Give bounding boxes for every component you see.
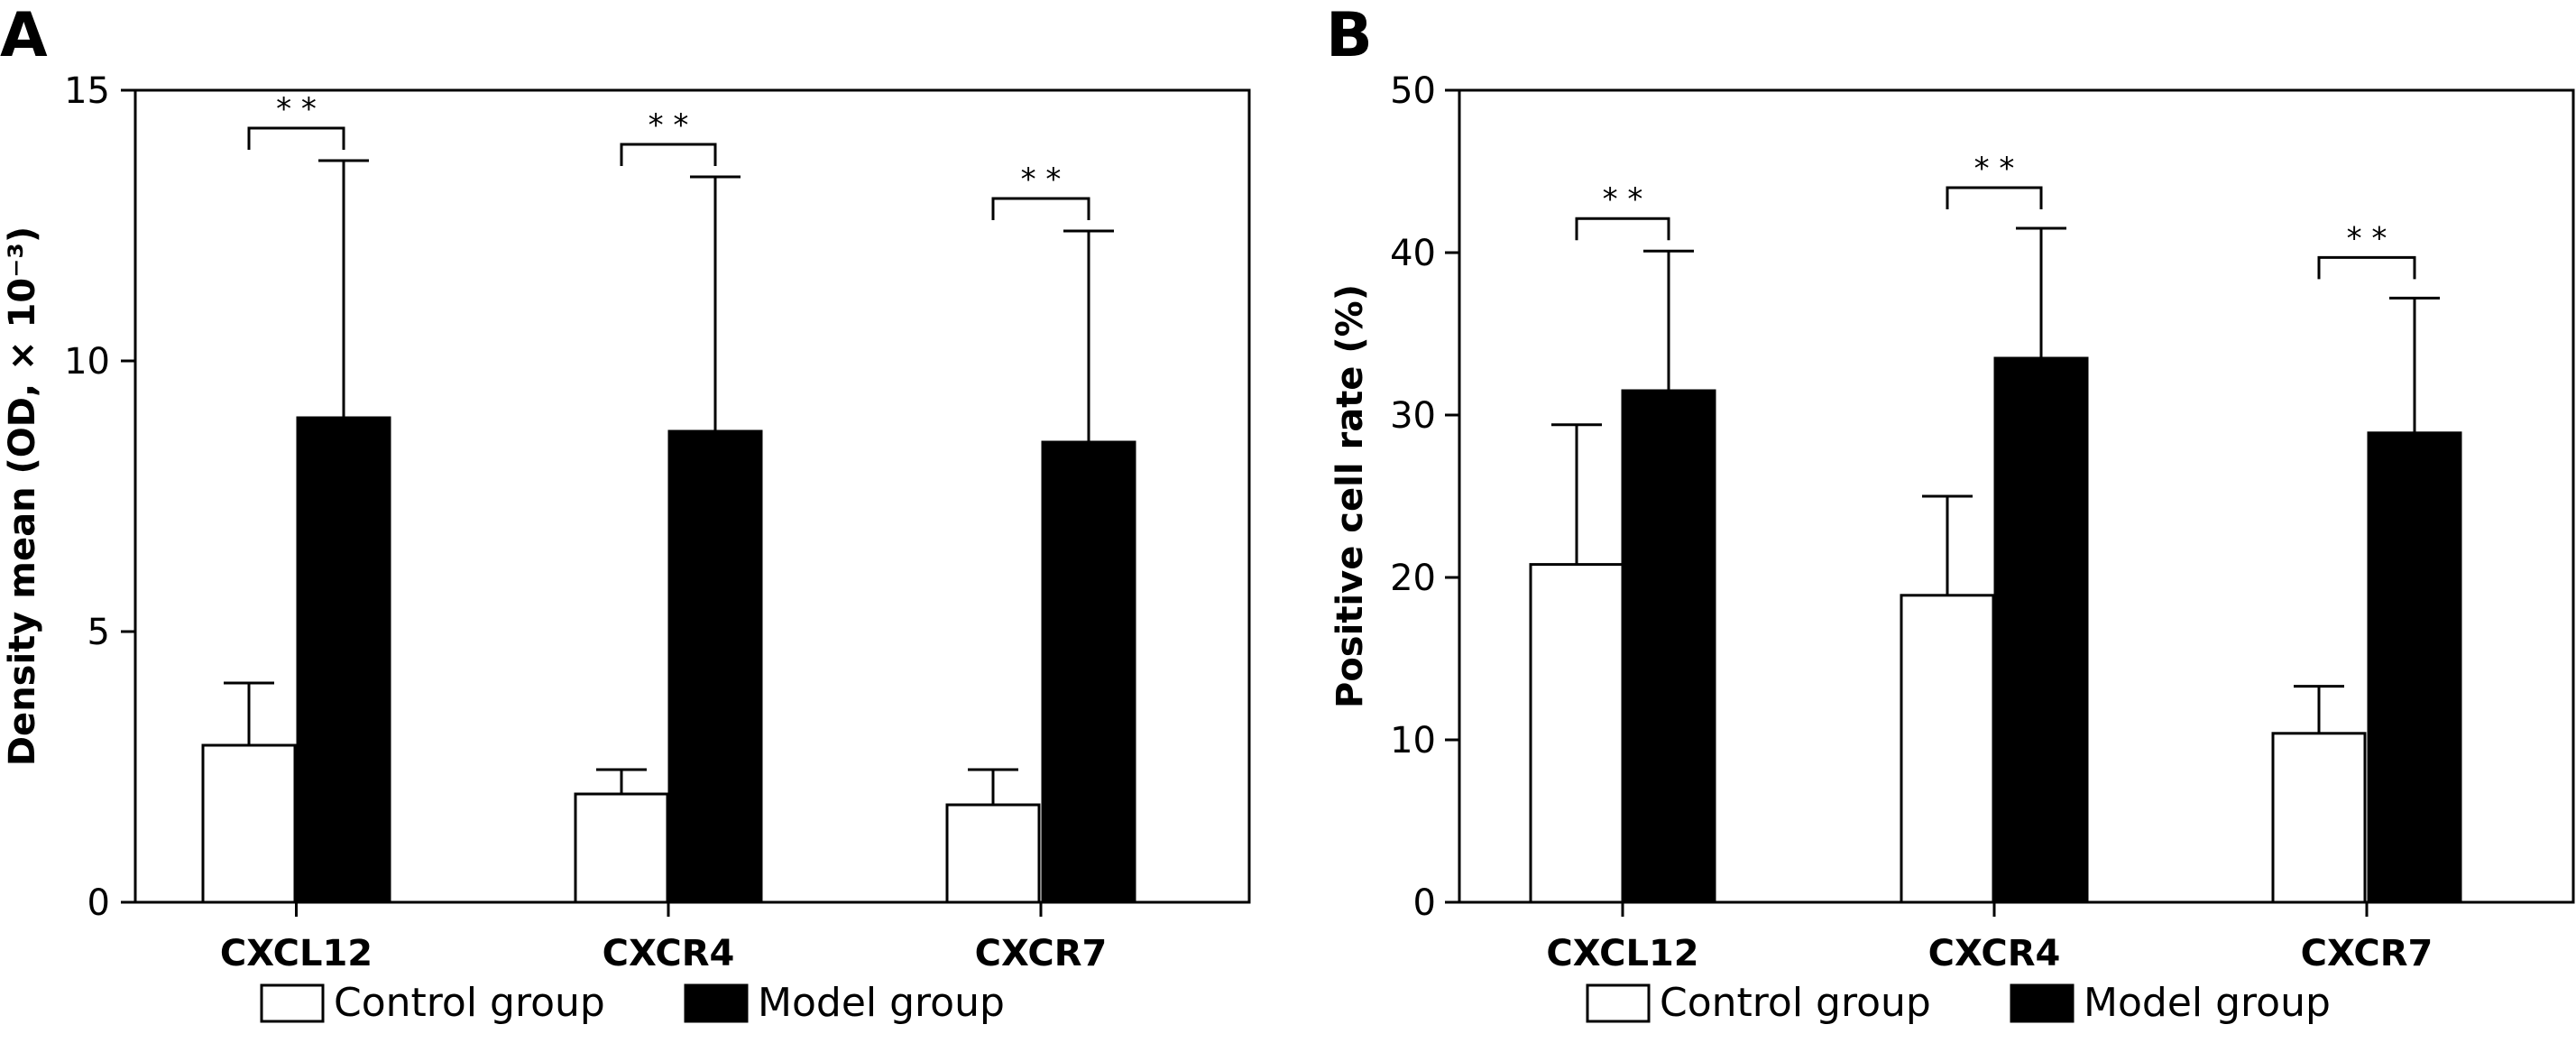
bar-control <box>201 743 297 904</box>
significance-bracket <box>247 126 345 150</box>
bar-model <box>1993 356 2089 904</box>
significance-bracket <box>2317 255 2416 280</box>
significance-bracket <box>991 197 1090 220</box>
bar-model <box>296 416 391 904</box>
panel-b: B 0 10 20 30 40 50 Positive cell rate (%) CXCL12… <box>1326 0 2575 1026</box>
significance-label: * * <box>649 107 689 143</box>
significance-bracket <box>1946 186 2043 209</box>
legend-swatch-model <box>2010 983 2075 1023</box>
y-tick-label: 30 <box>1390 395 1436 437</box>
y-tick-label: 40 <box>1390 233 1436 274</box>
category-label: CXCR7 <box>2301 933 2433 974</box>
legend-label-model: Model group <box>758 980 1005 1026</box>
significance-bracket <box>620 143 717 166</box>
bar-model <box>2367 431 2462 904</box>
y-tick-label: 15 <box>64 70 110 112</box>
significance-label: * * <box>1021 162 1062 198</box>
y-axis-label: Positive cell rate (%) <box>1329 284 1371 708</box>
significance-label: * * <box>2347 220 2387 256</box>
significance-bracket <box>1575 217 1670 241</box>
bar-control <box>2271 732 2367 904</box>
category-label: CXCL12 <box>220 933 373 974</box>
bar-control <box>1529 563 1624 904</box>
bar-control <box>1900 594 1995 904</box>
y-tick-label: 10 <box>1390 720 1436 761</box>
legend-swatch-control <box>260 983 325 1023</box>
legend-label-model: Model group <box>2084 980 2331 1026</box>
y-tick-label: 0 <box>87 882 110 924</box>
panel-label: B <box>1326 0 1373 71</box>
y-tick-label: 10 <box>64 341 110 383</box>
legend-label-control: Control group <box>334 980 605 1026</box>
panel-label: A <box>0 0 48 71</box>
category-label: CXCL12 <box>1546 933 1698 974</box>
bar-model <box>667 429 763 904</box>
bar-control <box>574 792 669 904</box>
legend-label-control: Control group <box>1660 980 1931 1026</box>
y-tick-label: 0 <box>1413 882 1436 924</box>
bar-model <box>1621 389 1716 904</box>
y-axis-label: Density mean (OD, × 10⁻³) <box>2 226 43 766</box>
category-label: CXCR7 <box>975 933 1108 974</box>
legend-swatch-model <box>684 983 749 1023</box>
category-label: CXCR4 <box>1928 933 2061 974</box>
legend-swatch-control <box>1586 983 1651 1023</box>
y-tick-label: 50 <box>1390 70 1436 112</box>
category-label: CXCR4 <box>603 933 735 974</box>
significance-label: * * <box>1603 181 1643 217</box>
bar-model <box>1041 440 1136 904</box>
significance-label: * * <box>1974 151 2015 187</box>
y-tick-label: 20 <box>1390 558 1436 599</box>
y-tick-label: 5 <box>87 612 110 653</box>
bar-control <box>945 803 1041 904</box>
panel-a: A 0 5 10 15 Density mean (OD, × 10⁻³) CXCL12 * … <box>0 0 1251 1026</box>
significance-label: * * <box>276 91 317 127</box>
